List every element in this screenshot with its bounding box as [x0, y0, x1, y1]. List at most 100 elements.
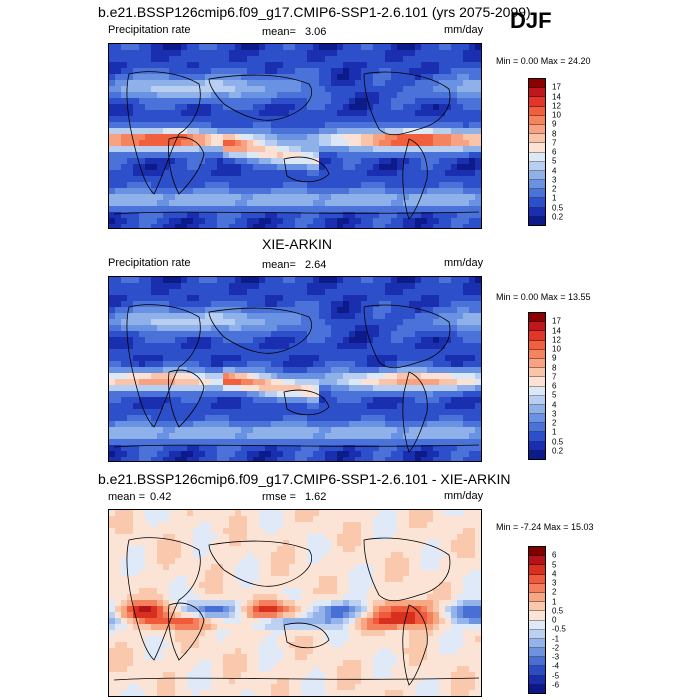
panel2-colorbar-tick-label: 17	[552, 316, 561, 326]
panel1-variable-label: Precipitation rate	[108, 24, 191, 36]
panel3-colorbar-tick-label: -5	[552, 671, 560, 680]
panel3-colorbar-swatch	[529, 684, 545, 693]
panel2-colorbar-swatch	[529, 322, 545, 332]
panel1-colorbar-tick-label: 7	[552, 138, 557, 148]
panel1-title: b.e21.BSSP126cmip6.f09_g17.CMIP6-SSP1-2.…	[98, 4, 531, 20]
panel1-mean-label: mean=	[262, 26, 296, 38]
panel2-colorbar-swatch	[529, 340, 545, 350]
panel3-colorbar-tick-label: 6	[552, 550, 557, 560]
panel1-colorbar-swatch	[529, 88, 545, 98]
panel1-map	[108, 43, 482, 229]
panel3-mean-label: mean =	[108, 491, 145, 503]
panel2-colorbar-tick-label: 8	[552, 363, 557, 372]
panel1-colorbar-swatch	[529, 115, 545, 125]
panel1-colorbar-swatch	[529, 198, 545, 208]
panel1-colorbar-swatch	[529, 216, 545, 225]
panel1-map-field	[109, 44, 481, 228]
panel3-colorbar-swatch	[529, 556, 545, 566]
panel3-colorbar-tick-label: 3	[552, 578, 557, 588]
panel2-colorbar	[528, 312, 546, 460]
panel2-mean-value: 2.64	[305, 259, 327, 271]
panel1-minmax: Min = 0.00 Max = 24.20	[496, 56, 591, 66]
panel2-colorbar-tick-label: 9	[552, 353, 557, 363]
panel3-minmax: Min = -7.24 Max = 15.03	[496, 522, 594, 532]
panel3-colorbar-tick-label: -3	[552, 652, 560, 662]
panel1-colorbar-tick-label: 1	[552, 193, 557, 203]
panel3-colorbar-swatch	[529, 675, 545, 685]
panel1-colorbar-swatch	[529, 134, 545, 144]
panel2-colorbar-tick-label: 0.2	[552, 446, 564, 456]
panel3-colorbar-swatch	[529, 574, 545, 584]
panel1-colorbar-tick-label: 3	[552, 175, 557, 185]
panel2-colorbar-swatch	[529, 313, 545, 323]
panel2-variable-label: Precipitation rate	[108, 257, 191, 269]
panel3-colorbar-tick-label: -6	[552, 680, 560, 690]
panel3-colorbar-swatch	[529, 657, 545, 667]
panel1-colorbar-tick-label: 10	[552, 110, 561, 120]
panel3-colorbar-swatch	[529, 638, 545, 649]
panel1-colorbar-swatch	[529, 124, 545, 135]
panel3-colorbar-tick-label: 4	[552, 569, 557, 579]
panel3-colorbar-tick-label: -4	[552, 661, 560, 671]
panel3-colorbar-swatch	[529, 648, 545, 658]
panel3-map	[108, 509, 482, 697]
panel3-colorbar-swatch	[529, 583, 545, 593]
panel1-units: mm/day	[444, 24, 484, 36]
panel2-colorbar-tick-label: 7	[552, 372, 557, 382]
panel3-colorbar-swatch	[529, 565, 545, 575]
panel2-colorbar-swatch	[529, 441, 545, 451]
panel3-map-field	[109, 510, 481, 696]
panel2-colorbar-swatch	[529, 404, 545, 415]
panel1-colorbar	[528, 78, 546, 226]
panel3-mean-value: 0.42	[150, 491, 172, 503]
panel3-colorbar-tick-label: -2	[552, 643, 560, 653]
panel2-colorbar-tick-label: 12	[552, 335, 561, 345]
panel1-colorbar-swatch	[529, 189, 545, 199]
panel3-colorbar-tick-label: 2	[552, 587, 557, 597]
panel3-colorbar-tick-label: -1	[552, 634, 560, 643]
panel3-rmse-value: 1.62	[305, 491, 327, 503]
panel1-colorbar-swatch	[529, 97, 545, 107]
panel1-colorbar-swatch	[529, 152, 545, 162]
panel2-colorbar-swatch	[529, 358, 545, 369]
panel2-colorbar-tick-label: 6	[552, 381, 557, 391]
panel2-colorbar-swatch	[529, 377, 545, 387]
panel3-colorbar-swatch	[529, 592, 545, 603]
panel1-colorbar-tick-label: 0.5	[552, 203, 564, 212]
panel3-colorbar-tick-label: 0.5	[552, 606, 564, 616]
season-label: DJF	[510, 8, 552, 33]
panel1-colorbar-swatch	[529, 106, 545, 116]
panel2-colorbar-tick-label: 1	[552, 427, 557, 437]
panel3-rmse-label: rmse =	[262, 491, 296, 503]
panel2-colorbar-tick-label: 14	[552, 326, 561, 335]
panel2-mean-label: mean=	[262, 259, 296, 271]
panel2-colorbar-swatch	[529, 450, 545, 459]
panel2-map	[108, 276, 482, 462]
panel3-colorbar	[528, 546, 546, 694]
panel1-colorbar-swatch	[529, 79, 545, 89]
panel2-units: mm/day	[444, 257, 484, 269]
panel2-colorbar-swatch	[529, 423, 545, 433]
panel1-colorbar-tick-label: 17	[552, 82, 561, 92]
panel1-colorbar-swatch	[529, 143, 545, 153]
panel2-colorbar-tick-label: 4	[552, 400, 557, 409]
panel3-colorbar-swatch	[529, 611, 545, 621]
panel3-colorbar-swatch	[529, 629, 545, 639]
panel3-colorbar-swatch	[529, 666, 545, 676]
panel2-colorbar-tick-label: 0.5	[552, 437, 564, 446]
panel1-colorbar-swatch	[529, 180, 545, 190]
panel3-colorbar-swatch	[529, 547, 545, 557]
panel2-colorbar-tick-label: 2	[552, 418, 557, 428]
panel2-colorbar-tick-label: 10	[552, 344, 561, 354]
panel2-colorbar-swatch	[529, 368, 545, 378]
panel1-colorbar-tick-label: 2	[552, 184, 557, 194]
panel2-colorbar-tick-label: 3	[552, 409, 557, 419]
panel2-colorbar-swatch	[529, 432, 545, 442]
panel3-colorbar-tick-label: -0.5	[552, 624, 566, 634]
panel1-colorbar-tick-label: 0.2	[552, 212, 564, 222]
panel1-colorbar-tick-label: 4	[552, 166, 557, 175]
panel2-minmax: Min = 0.00 Max = 13.55	[496, 292, 591, 302]
panel3-units: mm/day	[444, 490, 484, 502]
panel3-colorbar-tick-label: 5	[552, 560, 557, 569]
panel2-colorbar-swatch	[529, 349, 545, 359]
